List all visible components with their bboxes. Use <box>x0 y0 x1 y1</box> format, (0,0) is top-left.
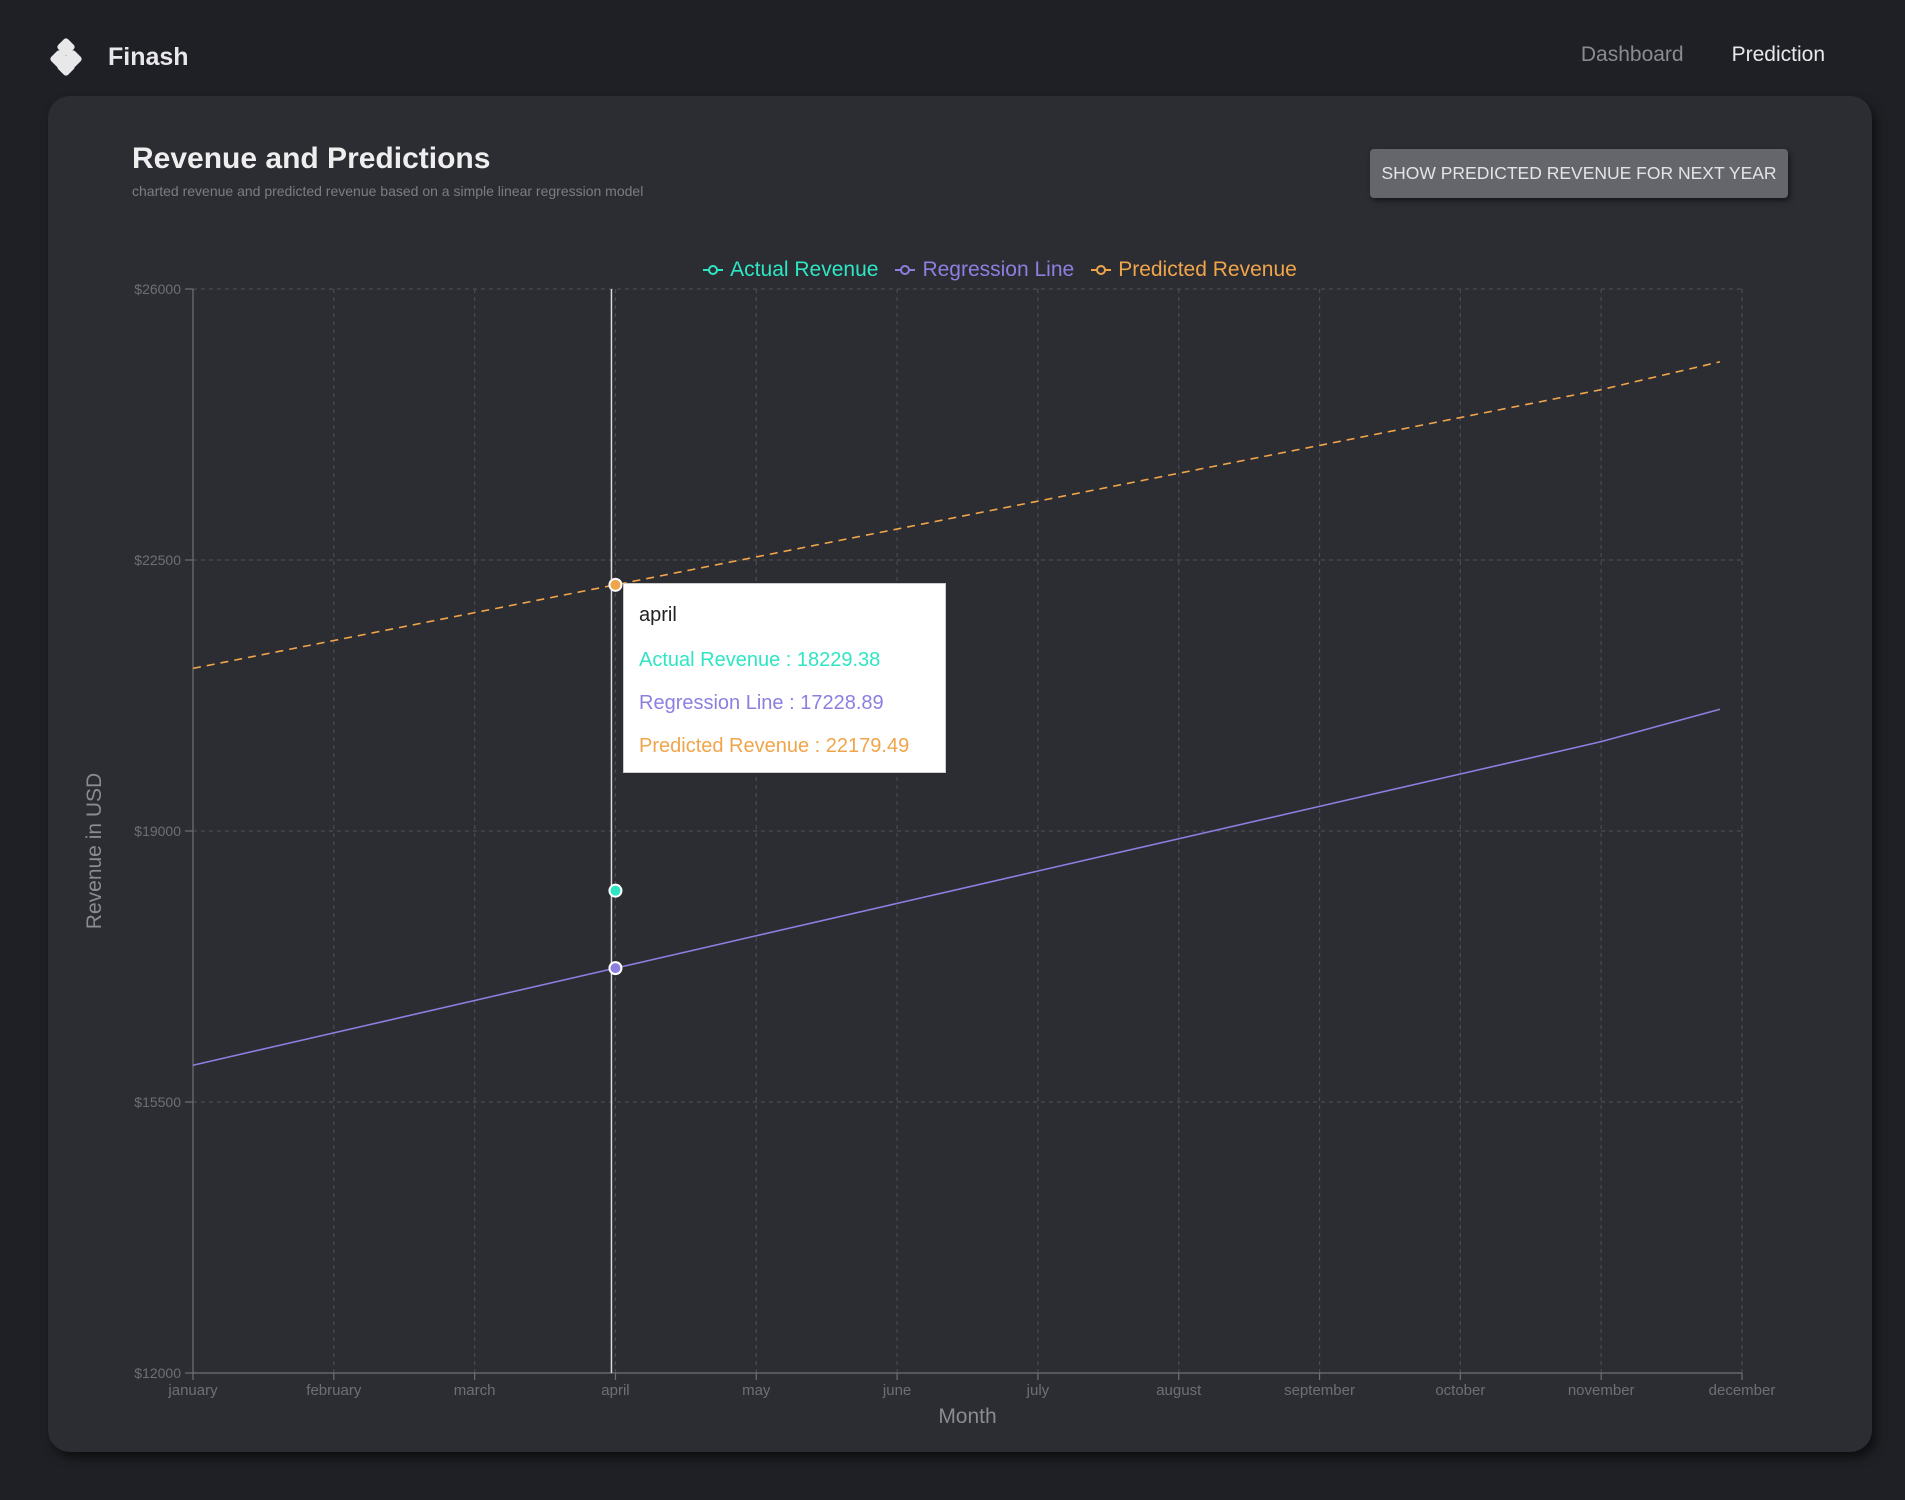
x-tick-label: august <box>1156 1382 1202 1399</box>
y-tick-label: $19000 <box>134 823 181 839</box>
y-axis-label: Revenue in USD <box>83 773 106 929</box>
diamond-logo-icon <box>50 38 82 76</box>
brand-name: Finash <box>108 42 189 71</box>
tooltip-regression-value: 17228.89 <box>800 692 884 714</box>
legend-item-predicted[interactable]: Predicted Revenue <box>1090 258 1297 282</box>
x-tick-label: february <box>306 1382 362 1399</box>
x-tick-label: july <box>1026 1382 1050 1399</box>
x-tick-label: december <box>1709 1382 1776 1399</box>
page-subtitle: charted revenue and predicted revenue ba… <box>132 183 644 199</box>
x-tick-label: march <box>454 1382 496 1399</box>
legend-item-actual[interactable]: Actual Revenue <box>702 258 878 282</box>
top-bar: Finash Dashboard Prediction <box>0 0 1905 96</box>
series-line-2 <box>192 361 1721 670</box>
tooltip-predicted-value: 22179.49 <box>825 735 910 757</box>
data-point-0 <box>608 883 623 898</box>
x-tick-label: october <box>1435 1382 1485 1399</box>
tooltip-category: april <box>639 604 677 626</box>
x-tick-label: november <box>1568 1382 1635 1399</box>
x-axis-label: Month <box>938 1405 996 1428</box>
x-tick-label: january <box>167 1382 218 1399</box>
tooltip-regression-label: Regression Line <box>639 692 784 714</box>
x-tick-label: april <box>601 1382 629 1399</box>
y-tick-label: $12000 <box>134 1365 181 1381</box>
y-tick-label: $22500 <box>134 552 181 568</box>
legend-regression-icon <box>895 265 916 275</box>
chart-tooltip: april Actual Revenue : 18229.38 Regressi… <box>623 583 946 773</box>
x-tick-label: june <box>882 1382 911 1399</box>
legend-item-regression[interactable]: Regression Line <box>894 258 1074 282</box>
y-tick-label: $26000 <box>134 281 181 297</box>
tooltip-row-regression: Regression Line : 17228.89 <box>639 692 884 714</box>
brand[interactable]: Finash <box>50 38 189 76</box>
tooltip-row-predicted: Predicted Revenue : 22179.49 <box>639 735 910 757</box>
tooltip-row-actual: Actual Revenue : 18229.38 <box>639 649 881 671</box>
tooltip-predicted-label: Predicted Revenue <box>639 735 810 757</box>
nav-prediction[interactable]: Prediction <box>1731 43 1825 66</box>
show-predicted-revenue-button[interactable]: SHOW PREDICTED REVENUE FOR NEXT YEAR <box>1370 149 1788 198</box>
nav-dashboard[interactable]: Dashboard <box>1580 43 1684 66</box>
y-tick-label: $15500 <box>134 1094 181 1110</box>
legend-label-predicted: Predicted Revenue <box>1118 258 1297 281</box>
main-nav: Dashboard Prediction <box>1581 43 1825 67</box>
tooltip-actual-value: 18229.38 <box>796 649 881 671</box>
legend-actual-icon <box>703 265 724 275</box>
chart-legend: Actual Revenue Regression Line Predicted… <box>87 258 1905 282</box>
tooltip-actual-label: Actual Revenue <box>639 649 781 671</box>
page-title: Revenue and Predictions <box>132 142 491 175</box>
legend-label-regression: Regression Line <box>922 258 1075 281</box>
series-line-1 <box>192 708 1721 1067</box>
x-tick-label: september <box>1284 1382 1355 1399</box>
data-point-2 <box>608 577 623 592</box>
legend-label-actual: Actual Revenue <box>730 258 879 281</box>
legend-predicted-icon <box>1091 265 1112 275</box>
chart-card <box>48 96 1872 1452</box>
x-tick-label: may <box>742 1382 771 1399</box>
data-point-1 <box>608 961 623 976</box>
